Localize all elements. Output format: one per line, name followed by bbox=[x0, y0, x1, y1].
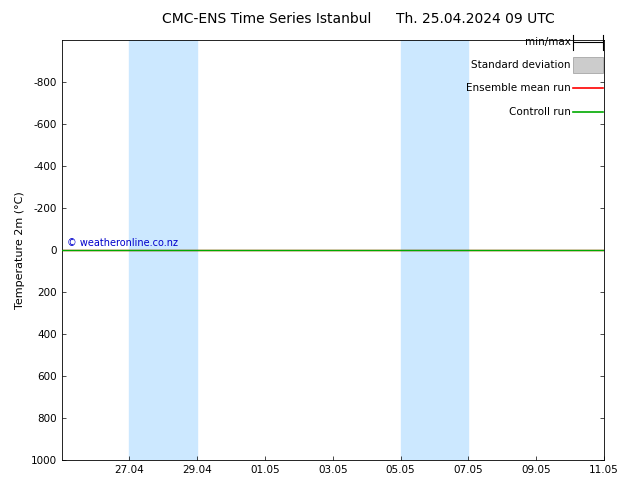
Text: © weatheronline.co.nz: © weatheronline.co.nz bbox=[67, 238, 178, 248]
Text: CMC-ENS Time Series Istanbul: CMC-ENS Time Series Istanbul bbox=[162, 12, 371, 26]
Text: Th. 25.04.2024 09 UTC: Th. 25.04.2024 09 UTC bbox=[396, 12, 555, 26]
Text: Standard deviation: Standard deviation bbox=[471, 60, 571, 71]
Text: Ensemble mean run: Ensemble mean run bbox=[466, 83, 571, 94]
Bar bbox=[129, 40, 197, 460]
Bar bbox=[401, 40, 469, 460]
Text: Controll run: Controll run bbox=[508, 106, 571, 117]
Y-axis label: Temperature 2m (°C): Temperature 2m (°C) bbox=[15, 191, 25, 309]
Bar bbox=[573, 57, 603, 74]
Text: min/max: min/max bbox=[524, 37, 571, 47]
